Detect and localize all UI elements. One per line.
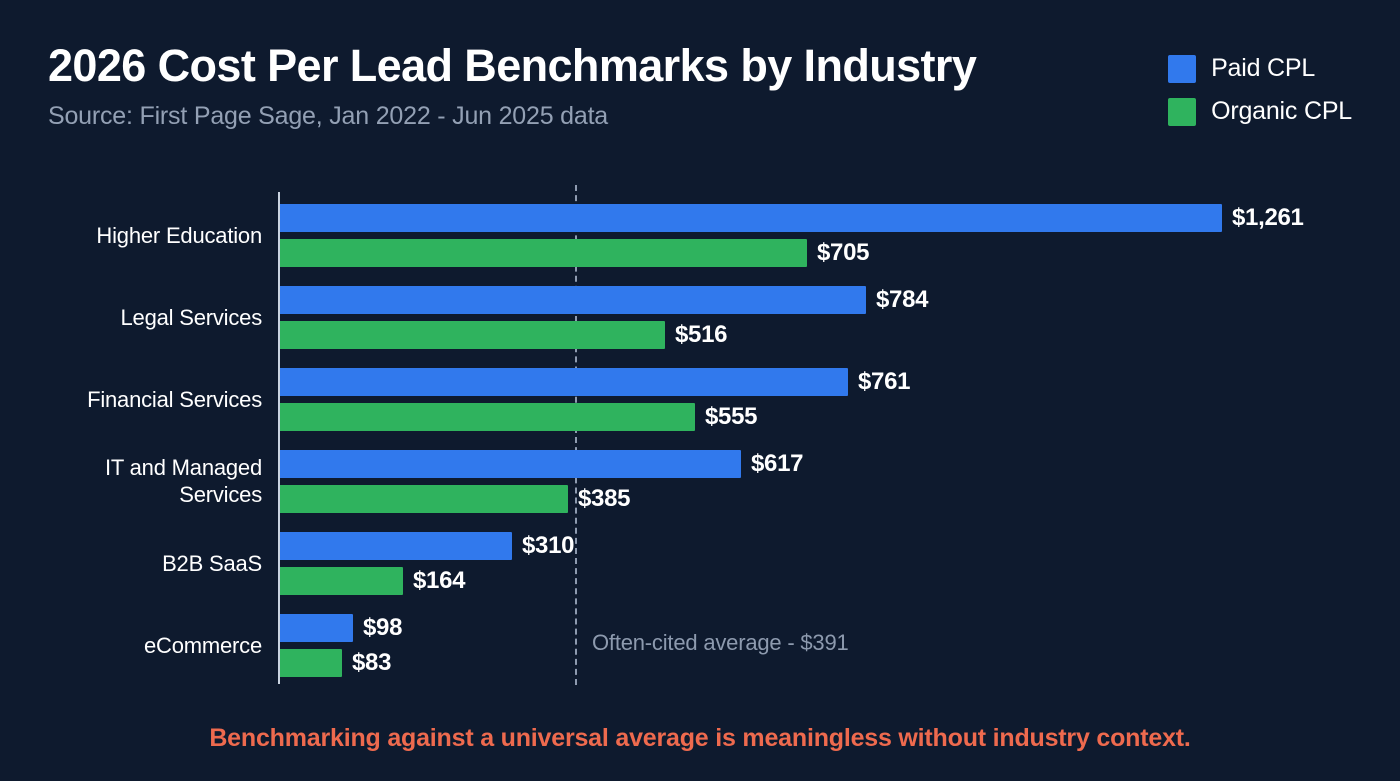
bar-value-label: $784 xyxy=(876,286,929,313)
bar-paid[interactable] xyxy=(280,368,848,396)
legend-swatch-organic-icon xyxy=(1168,97,1197,126)
bar-value-label: $164 xyxy=(413,567,466,594)
bar-paid[interactable] xyxy=(280,450,741,478)
bar-organic[interactable] xyxy=(280,567,403,595)
bar-organic[interactable] xyxy=(280,403,695,431)
average-reference-line xyxy=(575,185,577,685)
bar-organic[interactable] xyxy=(280,649,342,677)
bar-organic[interactable] xyxy=(280,485,568,513)
category-label: eCommerce xyxy=(143,632,262,658)
y-axis-line xyxy=(278,192,280,684)
category-label: Financial Services xyxy=(87,386,262,412)
bar-value-label: $310 xyxy=(522,532,575,559)
chart-source-subtitle: Source: First Page Sage, Jan 2022 - Jun … xyxy=(48,101,609,130)
category-label: IT and Managed Services xyxy=(104,454,262,508)
bar-value-label: $385 xyxy=(578,485,631,512)
bar-value-label: $83 xyxy=(352,649,392,676)
average-reference-label: Often-cited average - $391 xyxy=(592,630,849,655)
category-label: Legal Services xyxy=(120,304,263,330)
legend-item-organic[interactable]: Organic CPL xyxy=(1168,97,1352,126)
bar-paid[interactable] xyxy=(280,532,512,560)
bar-organic[interactable] xyxy=(280,239,807,267)
bar-value-label: $705 xyxy=(817,239,870,266)
page-title: 2026 Cost Per Lead Benchmarks by Industr… xyxy=(48,40,977,91)
bar-value-label: $555 xyxy=(705,403,758,430)
legend-item-paid[interactable]: Paid CPL xyxy=(1168,54,1315,83)
legend-swatch-paid-icon xyxy=(1168,54,1197,83)
bar-paid[interactable] xyxy=(280,286,866,314)
bar-value-label: $516 xyxy=(675,321,728,348)
chart-legend: Paid CPL Organic CPL xyxy=(1168,54,1352,126)
bar-paid[interactable] xyxy=(280,204,1222,232)
bar-value-label: $761 xyxy=(858,368,911,395)
category-label: B2B SaaS xyxy=(162,550,262,576)
legend-label-organic: Organic CPL xyxy=(1211,97,1352,125)
bar-value-label: $1,261 xyxy=(1232,204,1304,231)
bar-value-label: $98 xyxy=(363,614,403,641)
chart-header: 2026 Cost Per Lead Benchmarks by Industr… xyxy=(48,40,1148,131)
bar-value-label: $617 xyxy=(751,450,804,477)
legend-label-paid: Paid CPL xyxy=(1211,54,1316,82)
footer-callout: Benchmarking against a universal average… xyxy=(209,724,1191,752)
bar-paid[interactable] xyxy=(280,614,353,642)
bar-organic[interactable] xyxy=(280,321,665,349)
category-label: Higher Education xyxy=(96,222,262,248)
